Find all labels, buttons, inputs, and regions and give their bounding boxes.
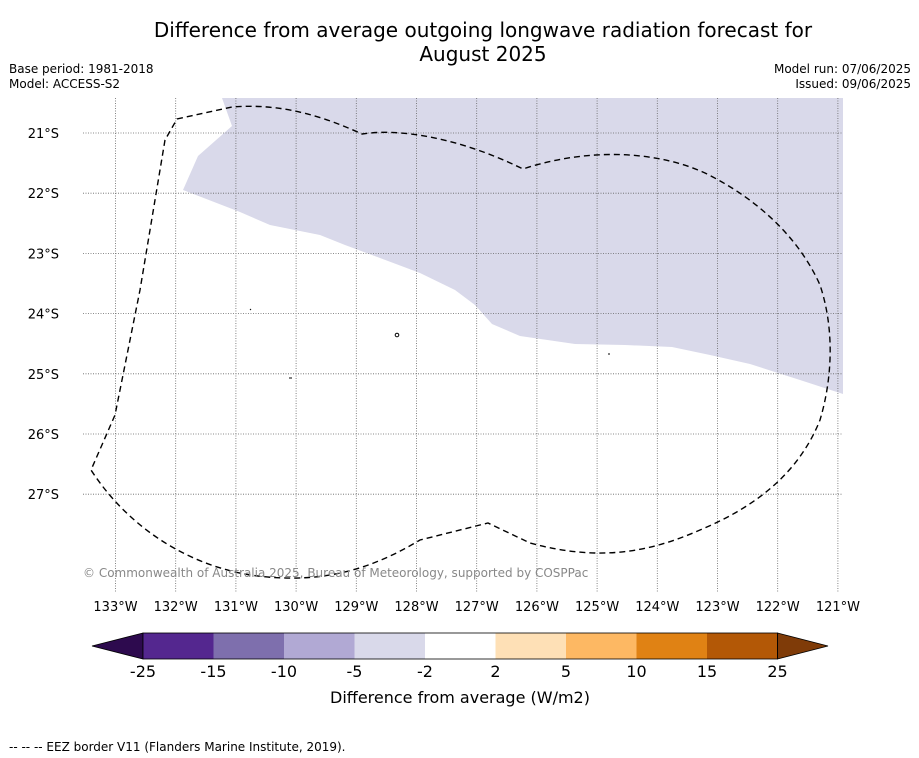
colorbar-tick-label: 10 xyxy=(626,662,646,681)
longitude-labels: 133°W 132°W 131°W 130°W 129°W 128°W 127°W 126°W… xyxy=(93,600,860,615)
colorbar-segment xyxy=(636,633,707,659)
colorbar-tick-label: 25 xyxy=(767,662,787,681)
base-period: Base period: 1981-2018 xyxy=(9,62,154,76)
longitude-label: 132°W xyxy=(154,600,198,615)
longitude-label: 133°W xyxy=(93,600,137,615)
colorbar-segment xyxy=(495,633,566,659)
colorbar-tick-label: -25 xyxy=(130,662,156,681)
islands xyxy=(249,308,610,379)
colorbar-tick-label: -2 xyxy=(417,662,433,681)
island-marker xyxy=(394,332,400,338)
longitude-label: 124°W xyxy=(635,600,679,615)
longitude-label: 128°W xyxy=(394,600,438,615)
colorbar-segment xyxy=(707,633,778,659)
colorbar-segment xyxy=(425,633,496,659)
latitude-label: 23°S xyxy=(28,247,59,262)
issued-date: Issued: 09/06/2025 xyxy=(795,77,911,91)
longitude-label: 127°W xyxy=(455,600,499,615)
colorbar-tick-label: 15 xyxy=(697,662,717,681)
anomaly-region xyxy=(183,98,843,394)
colorbar-tick-label: -10 xyxy=(271,662,297,681)
eez-border xyxy=(90,105,831,579)
colorbar-tick-label: 2 xyxy=(490,662,500,681)
title-line-1: Difference from average outgoing longwav… xyxy=(153,18,813,42)
colorbar-segment xyxy=(566,633,637,659)
model-name: Model: ACCESS-S2 xyxy=(9,77,121,91)
graticule xyxy=(83,98,843,592)
longitude-label: 125°W xyxy=(575,600,619,615)
colorbar-segment xyxy=(143,633,214,659)
latitude-label: 22°S xyxy=(28,187,59,202)
colorbar-frame xyxy=(142,632,778,660)
latitude-label: 25°S xyxy=(28,368,59,383)
colorbar-segment xyxy=(213,633,284,659)
longitude-label: 123°W xyxy=(695,600,739,615)
island-marker xyxy=(249,308,252,311)
model-run: Model run: 07/06/2025 xyxy=(773,62,911,76)
copyright-text: © Commonwealth of Australia 2025, Bureau… xyxy=(83,566,588,580)
latitude-labels: 21°S 22°S 23°S 24°S 25°S 26°S 27°S xyxy=(28,127,59,503)
map-title: Difference from average outgoing longwav… xyxy=(0,18,919,66)
latitude-label: 21°S xyxy=(28,127,59,142)
colorbar-label: Difference from average (W/m2) xyxy=(330,688,590,707)
title-line-2: August 2025 xyxy=(419,42,547,66)
longitude-label: 126°W xyxy=(515,600,559,615)
latitude-label: 27°S xyxy=(28,488,59,503)
colorbar-tick-label: -5 xyxy=(347,662,363,681)
longitude-label: 130°W xyxy=(274,600,318,615)
latitude-label: 24°S xyxy=(28,308,59,323)
colorbar-tick-label: -15 xyxy=(200,662,226,681)
meta-left: Base period: 1981-2018 Model: ACCESS-S2 xyxy=(9,62,154,92)
footer-note: -- -- -- EEZ border V11 (Flanders Marine… xyxy=(9,740,346,754)
colorbar-extend-low xyxy=(91,632,144,660)
meta-right: Model run: 07/06/2025 Issued: 09/06/2025 xyxy=(774,62,911,92)
colorbar-segment xyxy=(284,633,355,659)
colorbar-extend-high xyxy=(777,632,829,660)
colorbar-tick-label: 5 xyxy=(561,662,571,681)
latitude-label: 26°S xyxy=(28,428,59,443)
longitude-label: 122°W xyxy=(756,600,800,615)
longitude-label: 131°W xyxy=(214,600,258,615)
colorbar-segment xyxy=(354,633,425,659)
longitude-label: 129°W xyxy=(334,600,378,615)
longitude-label: 121°W xyxy=(816,600,860,615)
colorbar: -25 -15 -10 -5 -2 2 5 10 15 25 xyxy=(91,632,829,681)
